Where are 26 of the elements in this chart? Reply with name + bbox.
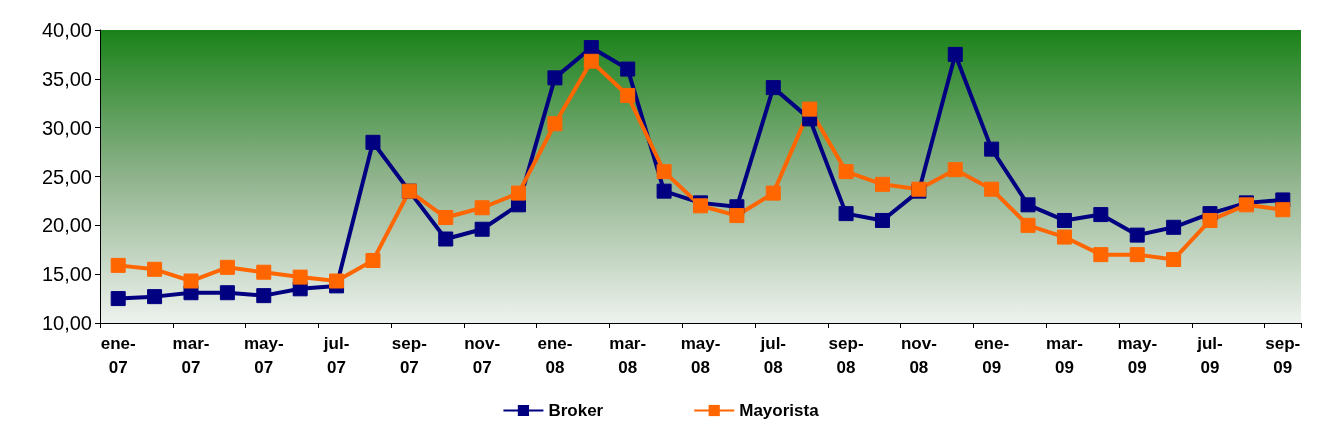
x-tick-label: nov-07	[464, 333, 501, 377]
x-tick-label: may-08	[680, 333, 721, 377]
y-tick-label: 15,00	[41, 263, 92, 286]
y-tick-label: 40,00	[41, 19, 92, 41]
x-tick-label: may-07	[243, 333, 284, 377]
x-tick-label: sep-07	[391, 333, 427, 377]
y-tick-label: 10,00	[41, 312, 92, 334]
x-tick-label: ene-09	[974, 333, 1010, 377]
x-tick-label: mar-09	[1046, 333, 1083, 377]
x-tick-label: jul-09	[1196, 333, 1223, 377]
x-tick-label: ene-08	[537, 333, 573, 377]
y-tick-label: 35,00	[41, 67, 92, 90]
x-tick-label: ene-07	[100, 333, 136, 377]
x-tick-label: sep-09	[1265, 333, 1301, 377]
x-tick-label: nov-08	[900, 333, 937, 377]
y-tick-label: 25,00	[41, 165, 92, 188]
legend-label: Mayorista	[739, 401, 820, 420]
x-tick-label: mar-07	[172, 333, 210, 377]
y-tick-label: 20,00	[41, 214, 92, 237]
legend-label: Broker	[548, 401, 604, 420]
x-tick-label: jul-08	[759, 333, 787, 377]
x-tick-label: jul-07	[322, 333, 350, 377]
x-tick-label: mar-08	[609, 333, 647, 377]
x-tick-label: may-09	[1117, 333, 1158, 377]
x-tick-label: sep-08	[828, 333, 864, 377]
y-tick-label: 30,00	[41, 116, 92, 139]
